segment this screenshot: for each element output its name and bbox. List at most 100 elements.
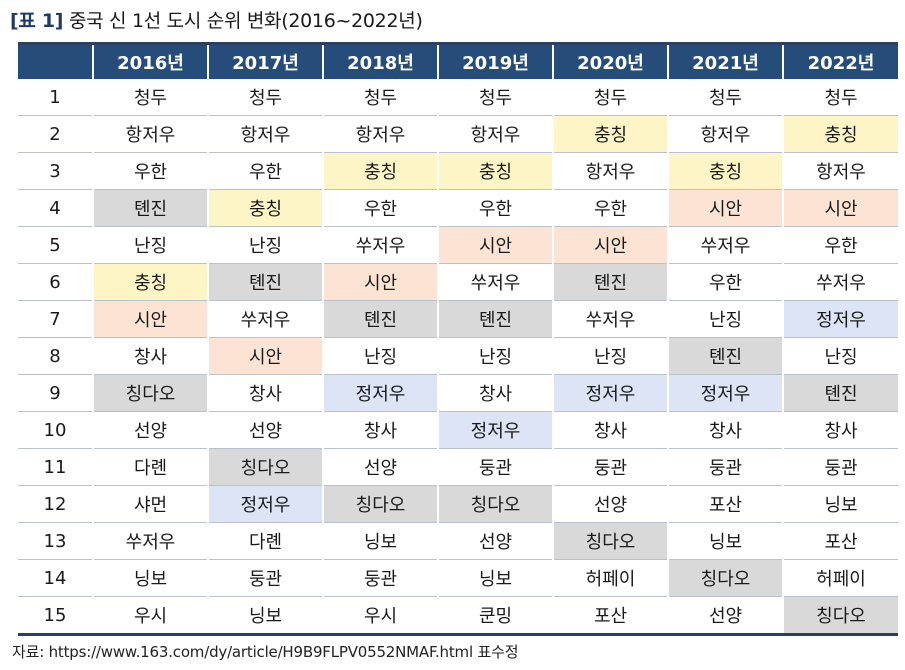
city-cell: 정저우: [322, 374, 438, 412]
city-cell: 충칭: [437, 152, 553, 190]
city-cell: 난징: [667, 300, 783, 338]
city-cell: 닝보: [92, 559, 208, 597]
city-cell: 포산: [667, 485, 783, 523]
city-cell: 창사: [552, 411, 668, 449]
city-cell: 창사: [667, 411, 783, 449]
header-year: 2021년: [667, 45, 783, 79]
city-cell: 항저우: [207, 115, 323, 153]
city-cell: 정저우: [782, 300, 898, 338]
city-cell: 쑤저우: [207, 300, 323, 338]
city-cell: 칭다오: [322, 485, 438, 523]
city-cell: 창사: [782, 411, 898, 449]
table-title: [표 1] 중국 신 1선 도시 순위 변화(2016~2022년): [10, 4, 423, 38]
rank-cell: 4: [18, 189, 93, 227]
city-cell: 정저우: [667, 374, 783, 412]
city-cell: 선양: [667, 596, 783, 636]
table-row: 9 칭다오 창사 정저우 창사 정저우 정저우 톈진: [18, 374, 898, 412]
header-year: 2016년: [92, 45, 208, 79]
rank-cell: 11: [18, 448, 93, 486]
city-cell: 칭다오: [437, 485, 553, 523]
header-year: 2018년: [322, 45, 438, 79]
city-cell: 닝보: [322, 522, 438, 560]
city-cell: 시안: [322, 263, 438, 301]
table-row: 3 우한 우한 충칭 충칭 항저우 충칭 항저우: [18, 152, 898, 190]
city-cell: 난징: [552, 337, 668, 375]
header-year: 2017년: [207, 45, 323, 79]
table-body: 1 청두 청두 청두 청두 청두 청두 청두 2 항저우 항저우 항저우 항저우 충칭 항저우 충칭 3 우한 우한…: [18, 79, 898, 636]
city-cell: 시안: [782, 189, 898, 227]
header-row: 2016년 2017년 2018년 2019년 2020년 2021년 2022년: [18, 45, 898, 79]
city-cell: 우한: [782, 226, 898, 264]
table-row: 10 선양 선양 창사 정저우 창사 창사 창사: [18, 411, 898, 449]
city-cell: 허페이: [782, 559, 898, 597]
table-row: 5 난징 난징 쑤저우 시안 시안 쑤저우 우한: [18, 226, 898, 264]
table-row: 15 우시 닝보 우시 쿤밍 포산 선양 칭다오: [18, 596, 898, 636]
city-cell: 우한: [92, 152, 208, 190]
city-cell: 닝보: [667, 522, 783, 560]
city-cell: 충칭: [552, 115, 668, 153]
table-row: 6 충칭 톈진 시안 쑤저우 톈진 우한 쑤저우: [18, 263, 898, 301]
city-cell: 둥관: [437, 448, 553, 486]
city-cell: 선양: [437, 522, 553, 560]
city-cell: 청두: [207, 79, 323, 116]
rank-cell: 15: [18, 596, 93, 636]
city-cell: 둥관: [207, 559, 323, 597]
city-cell: 우한: [552, 189, 668, 227]
city-cell: 시안: [92, 300, 208, 338]
rank-cell: 5: [18, 226, 93, 264]
city-cell: 닝보: [782, 485, 898, 523]
table-number: [표 1]: [10, 10, 64, 32]
city-cell: 청두: [437, 79, 553, 116]
city-cell: 둥관: [322, 559, 438, 597]
table-title-text: 중국 신 1선 도시 순위 변화(2016~2022년): [68, 10, 423, 32]
city-cell: 시안: [552, 226, 668, 264]
city-cell: 우시: [322, 596, 438, 636]
rank-cell: 12: [18, 485, 93, 523]
city-cell: 시안: [667, 189, 783, 227]
city-cell: 항저우: [437, 115, 553, 153]
city-cell: 시안: [207, 337, 323, 375]
city-cell: 항저우: [667, 115, 783, 153]
city-cell: 다롄: [92, 448, 208, 486]
city-cell: 닝보: [437, 559, 553, 597]
city-cell: 둥관: [667, 448, 783, 486]
source-note: 자료: https://www.163.com/dy/article/H9B9F…: [12, 643, 519, 661]
table-row: 1 청두 청두 청두 청두 청두 청두 청두: [18, 79, 898, 116]
city-cell: 톈진: [92, 189, 208, 227]
city-cell: 선양: [322, 448, 438, 486]
city-cell: 닝보: [207, 596, 323, 636]
city-cell: 청두: [92, 79, 208, 116]
city-cell: 창사: [437, 374, 553, 412]
city-cell: 우한: [322, 189, 438, 227]
city-cell: 포산: [552, 596, 668, 636]
city-cell: 쑤저우: [322, 226, 438, 264]
city-cell: 칭다오: [667, 559, 783, 597]
rank-cell: 1: [18, 79, 93, 116]
city-cell: 청두: [552, 79, 668, 116]
city-cell: 정저우: [437, 411, 553, 449]
city-cell: 정저우: [207, 485, 323, 523]
city-cell: 청두: [322, 79, 438, 116]
header-corner: [18, 45, 93, 79]
city-cell: 칭다오: [207, 448, 323, 486]
table-row: 8 창사 시안 난징 난징 난징 톈진 난징: [18, 337, 898, 375]
city-cell: 톈진: [667, 337, 783, 375]
city-cell: 시안: [437, 226, 553, 264]
rank-cell: 6: [18, 263, 93, 301]
city-cell: 창사: [322, 411, 438, 449]
rank-cell: 14: [18, 559, 93, 597]
city-cell: 항저우: [782, 152, 898, 190]
city-cell: 쑤저우: [667, 226, 783, 264]
city-cell: 톈진: [437, 300, 553, 338]
city-cell: 칭다오: [782, 596, 898, 636]
city-cell: 우한: [667, 263, 783, 301]
table-row: 11 다롄 칭다오 선양 둥관 둥관 둥관 둥관: [18, 448, 898, 486]
header-year: 2019년: [437, 45, 553, 79]
city-cell: 선양: [92, 411, 208, 449]
city-cell: 쑤저우: [552, 300, 668, 338]
city-cell: 톈진: [322, 300, 438, 338]
city-cell: 쑤저우: [437, 263, 553, 301]
table-row: 14 닝보 둥관 둥관 닝보 허페이 칭다오 허페이: [18, 559, 898, 597]
city-cell: 쿤밍: [437, 596, 553, 636]
rank-cell: 3: [18, 152, 93, 190]
